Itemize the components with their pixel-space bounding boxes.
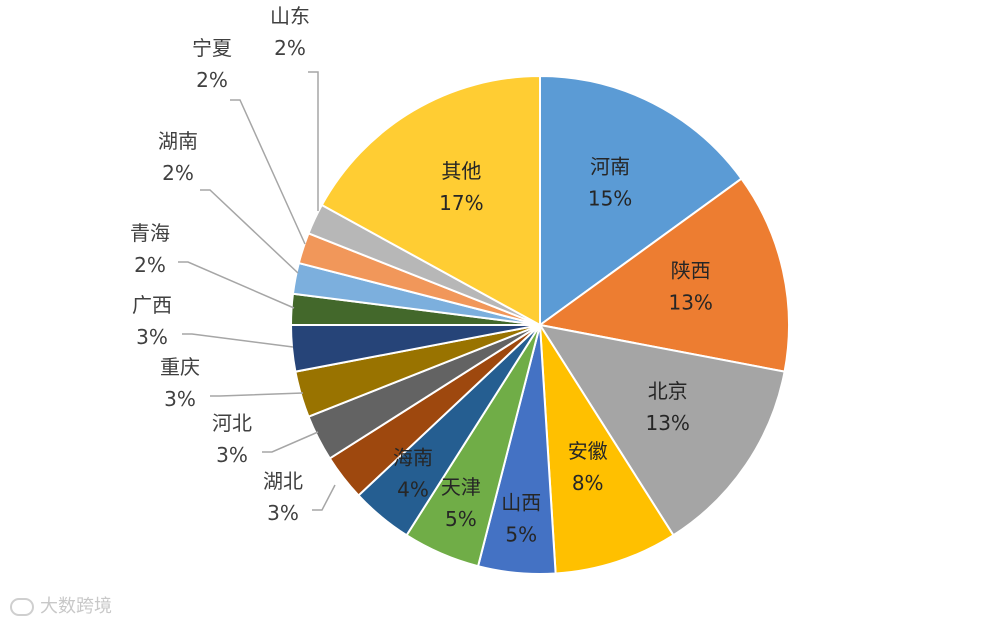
slice-percent: 13% (645, 411, 689, 435)
slice-percent: 17% (439, 191, 483, 215)
slice-label: 青海 2% (130, 221, 170, 277)
leader-lines (178, 71, 336, 511)
slice-category: 陕西 (671, 258, 711, 282)
slice-percent: 8% (572, 471, 604, 495)
slice-percent: 3% (216, 443, 248, 467)
pie-slice (539, 324, 675, 575)
slice-percent: 5% (505, 522, 537, 546)
leader-line (210, 392, 304, 397)
slice-category: 重庆 (160, 355, 200, 379)
leader-line (308, 71, 319, 211)
slice-category: 安徽 (568, 439, 608, 463)
pie-slices (289, 74, 790, 575)
slice-label: 湖南 2% (158, 129, 198, 185)
slice-label: 山西 5% (501, 490, 541, 546)
leader-line (230, 99, 306, 245)
slice-label: 陕西 13% (668, 258, 712, 314)
slice-label: 安徽 8% (568, 439, 608, 495)
leader-line (262, 431, 319, 453)
leader-line (182, 333, 294, 348)
slice-category: 山西 (501, 490, 541, 514)
slice-percent: 5% (445, 507, 477, 531)
slice-percent: 2% (134, 253, 166, 277)
slice-category: 其他 (441, 159, 481, 183)
watermark: 大数跨境 (10, 592, 112, 618)
leader-line (312, 484, 336, 511)
pie-slice (539, 74, 743, 327)
slice-category: 北京 (648, 379, 688, 403)
slice-category: 宁夏 (192, 36, 232, 60)
slice-label: 重庆 3% (160, 355, 200, 411)
pie-slice (537, 177, 790, 373)
slice-label: 河南 15% (588, 154, 632, 210)
slice-percent: 4% (397, 478, 429, 502)
pie-slice (320, 74, 541, 327)
slice-label: 北京 13% (645, 379, 689, 435)
slice-percent: 13% (668, 290, 712, 314)
slice-category: 青海 (130, 221, 170, 245)
slice-category: 海南 (393, 446, 433, 470)
slice-percent: 15% (588, 186, 632, 210)
slice-label: 山东 2% (270, 4, 310, 60)
slice-percent: 3% (267, 501, 299, 525)
slice-label: 其他 17% (439, 159, 483, 215)
slice-category: 湖北 (263, 469, 303, 493)
leader-line (200, 189, 299, 274)
slice-label: 河北 3% (212, 411, 252, 467)
slice-category: 山东 (270, 4, 310, 28)
slice-label: 广西 3% (132, 293, 172, 349)
slice-percent: 3% (136, 325, 168, 349)
slice-category: 河北 (212, 411, 252, 435)
slice-percent: 2% (196, 68, 228, 92)
slice-label: 海南 4% (393, 446, 433, 502)
slice-category: 广西 (132, 293, 172, 317)
watermark-text: 大数跨境 (40, 596, 112, 617)
slice-percent: 2% (274, 36, 306, 60)
slice-category: 天津 (441, 475, 481, 499)
watermark-logo-icon (10, 598, 34, 616)
slice-category: 湖南 (158, 129, 198, 153)
slice-label: 宁夏 2% (192, 36, 232, 92)
leader-line (178, 261, 295, 309)
slice-category: 河南 (590, 154, 630, 178)
slice-label: 天津 5% (441, 475, 481, 531)
data-labels: 河南 15%陕西 13%北京 13%安徽 8%山西 5%天津 5%海南 4%湖北 3%河北 3%重… (130, 4, 713, 546)
slice-label: 湖北 3% (263, 469, 303, 525)
pie-slice (537, 323, 786, 537)
slice-percent: 2% (162, 161, 194, 185)
slice-percent: 3% (164, 387, 196, 411)
